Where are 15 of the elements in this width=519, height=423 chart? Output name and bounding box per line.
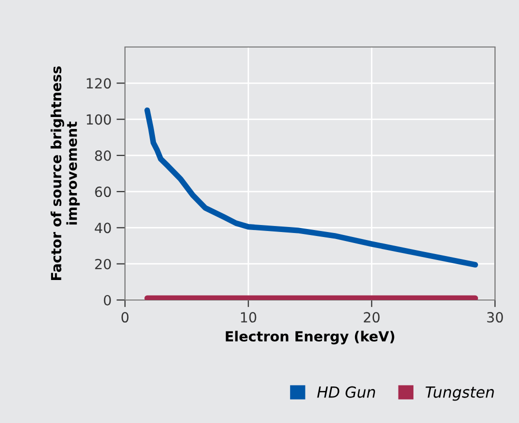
y-tick-label: 80: [95, 150, 111, 161]
x-tick-label: 10: [241, 312, 256, 323]
y-tick-label: 40: [94, 222, 111, 234]
y-tick-label: 60: [95, 186, 111, 198]
legend-label: Tungsten: [426, 386, 494, 401]
y-tick-label: 0: [104, 294, 111, 306]
y-tick-label: 100: [86, 114, 111, 125]
x-axis-title: Electron Energy (keV): [226, 330, 394, 344]
legend-label: HD Gun: [317, 386, 376, 398]
y-axis-title: Factor of source brightness improvement: [50, 66, 80, 280]
y-tick-label: 120: [86, 78, 111, 89]
y-tick-label: 20: [95, 258, 111, 270]
x-tick-label: 0: [121, 312, 128, 323]
x-tick-label: 20: [364, 312, 380, 323]
x-tick-label: 30: [487, 312, 503, 323]
